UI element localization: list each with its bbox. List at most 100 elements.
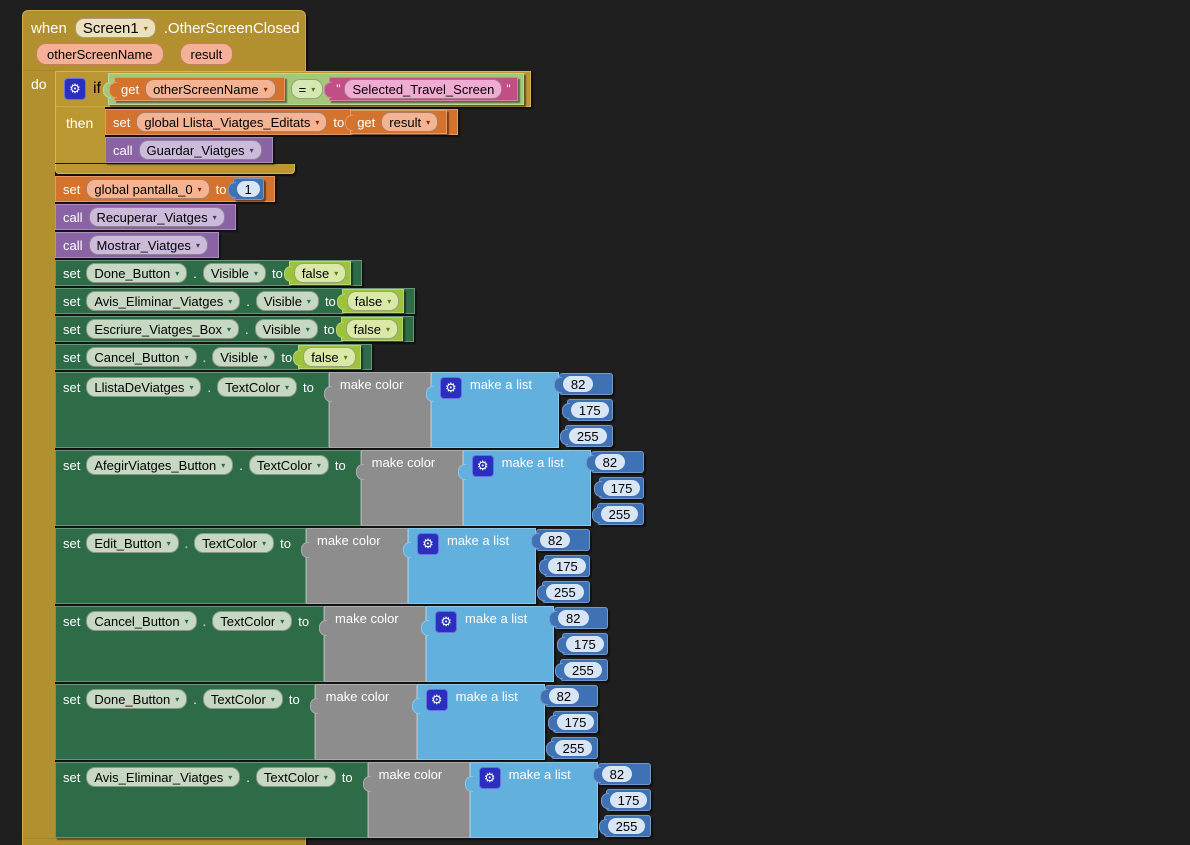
set-visible-block[interactable]: set Done_Button ▾ . Visible ▾ to false (55, 260, 363, 286)
false-block[interactable]: false ▾ (335, 317, 404, 341)
component-dropdown[interactable]: Cancel_Button ▾ (86, 347, 197, 367)
property-dropdown[interactable]: Visible ▾ (212, 347, 276, 367)
variable-dropdown[interactable]: global Llista_Viatges_Editats ▾ (136, 112, 328, 132)
set-global-llista-viatges-editats-block[interactable]: set global Llista_Viatges_Editats ▾ to g… (105, 109, 459, 135)
number-block[interactable]: 255 (545, 737, 599, 759)
make-color-block[interactable]: make color (300, 528, 408, 604)
number-block[interactable]: 175 (547, 711, 599, 733)
mutator-gear-icon[interactable]: ⚙ (478, 767, 501, 789)
get-variable-dropdown[interactable]: otherScreenName ▾ (145, 79, 276, 99)
number-block[interactable]: 255 (559, 425, 613, 447)
property-dropdown[interactable]: Visible ▾ (202, 263, 266, 283)
set-visible-block[interactable]: set Escriure_Viatges_Box ▾ . Visible ▾ t… (55, 316, 415, 342)
property-dropdown[interactable]: TextColor ▾ (202, 689, 283, 709)
component-dropdown[interactable]: Edit_Button ▾ (86, 533, 179, 553)
number-block[interactable]: 255 (598, 815, 652, 837)
make-a-list-block[interactable]: ⚙ make a list (411, 684, 545, 760)
property-dropdown[interactable]: Visible ▾ (254, 319, 318, 339)
when-block-header[interactable]: when Screen1 ▾ .OtherScreenClosed otherS… (22, 10, 306, 71)
variable-dropdown[interactable]: global pantalla_0 ▾ (86, 179, 210, 199)
set-textcolor-row[interactable]: set LlistaDeViatges ▾ . TextColor ▾ to (55, 372, 613, 448)
get-result-block[interactable]: get result ▾ (345, 110, 448, 134)
make-a-list-block[interactable]: ⚙ make a list (457, 450, 591, 526)
set-textcolor-block[interactable]: set Done_Button ▾ . TextColor ▾ to (55, 684, 315, 760)
property-dropdown[interactable]: Visible ▾ (255, 291, 319, 311)
equals-block[interactable]: get otherScreenName ▾ = ▾ (103, 73, 524, 105)
component-dropdown[interactable]: Escriure_Viatges_Box ▾ (86, 319, 240, 339)
number-block[interactable]: 175 (593, 477, 645, 499)
make-a-list-block[interactable]: ⚙ make a list (421, 606, 555, 682)
component-dropdown[interactable]: Done_Button ▾ (86, 263, 188, 283)
make-color-block[interactable]: make color (309, 684, 417, 760)
property-dropdown[interactable]: TextColor ▾ (212, 611, 293, 631)
boolean-dropdown[interactable]: false ▾ (346, 291, 400, 311)
make-a-list-block[interactable]: ⚙ make a list (425, 372, 559, 448)
make-a-list-block[interactable]: ⚙ make a list (464, 762, 598, 838)
mutator-gear-icon[interactable]: ⚙ (471, 455, 494, 477)
set-textcolor-row[interactable]: set AfegirViatges_Button ▾ . TextColor ▾… (55, 450, 645, 526)
event-param-otherscreenname[interactable]: otherScreenName (36, 43, 164, 65)
set-textcolor-block[interactable]: set LlistaDeViatges ▾ . TextColor ▾ to (55, 372, 329, 448)
component-dropdown[interactable]: Avis_Eliminar_Viatges ▾ (86, 291, 241, 311)
number-block[interactable]: 255 (555, 659, 608, 681)
string-block[interactable]: " Selected_Travel_Screen " (324, 77, 518, 101)
mutator-gear-icon[interactable]: ⚙ (425, 689, 448, 711)
false-block[interactable]: false ▾ (336, 289, 405, 313)
number-block[interactable]: 175 (539, 555, 590, 577)
mutator-gear-icon[interactable]: ⚙ (416, 533, 439, 555)
property-dropdown[interactable]: TextColor ▾ (248, 455, 329, 475)
event-component-dropdown[interactable]: Screen1 ▾ (74, 18, 156, 38)
number-block[interactable]: 255 (591, 503, 645, 525)
number-block[interactable]: 175 (600, 789, 652, 811)
call-recuperar-viatges-block[interactable]: call Recuperar_Viatges ▾ (55, 204, 236, 230)
component-dropdown[interactable]: Avis_Eliminar_Viatges ▾ (86, 767, 241, 787)
number-block[interactable]: 82 (553, 373, 613, 395)
set-textcolor-block[interactable]: set AfegirViatges_Button ▾ . TextColor ▾… (55, 450, 361, 526)
call-guardar-viatges-block[interactable]: call Guardar_Viatges ▾ (105, 137, 273, 163)
set-visible-block[interactable]: set Cancel_Button ▾ . Visible ▾ to false (55, 344, 372, 370)
mutator-gear-icon[interactable]: ⚙ (435, 611, 458, 633)
component-dropdown[interactable]: Cancel_Button ▾ (86, 611, 197, 631)
number-block[interactable]: 82 (585, 451, 645, 473)
number-value-field[interactable]: 1 (236, 181, 260, 197)
mutator-gear-icon[interactable]: ⚙ (439, 377, 462, 399)
procedure-dropdown[interactable]: Guardar_Viatges ▾ (138, 140, 262, 160)
property-dropdown[interactable]: TextColor ▾ (194, 533, 275, 553)
string-value-field[interactable]: Selected_Travel_Screen (344, 79, 503, 99)
set-textcolor-row[interactable]: set Done_Button ▾ . TextColor ▾ to (55, 684, 599, 760)
set-textcolor-row[interactable]: set Edit_Button ▾ . TextColor ▾ to (55, 528, 590, 604)
get-otherscreenname-block[interactable]: get otherScreenName ▾ (109, 77, 285, 101)
set-textcolor-block[interactable]: set Avis_Eliminar_Viatges ▾ . TextColor … (55, 762, 368, 838)
property-dropdown[interactable]: TextColor ▾ (217, 377, 298, 397)
make-color-block[interactable]: make color (355, 450, 463, 526)
number-block[interactable]: 82 (549, 607, 608, 629)
set-global-pantalla-block[interactable]: set global pantalla_0 ▾ to 1 (55, 176, 275, 202)
component-dropdown[interactable]: LlistaDeViatges ▾ (86, 377, 202, 397)
make-color-block[interactable]: make color (323, 372, 431, 448)
mutator-gear-icon[interactable]: ⚙ (64, 78, 86, 100)
set-textcolor-row[interactable]: set Avis_Eliminar_Viatges ▾ . TextColor … (55, 762, 652, 838)
set-textcolor-block[interactable]: set Edit_Button ▾ . TextColor ▾ to (55, 528, 306, 604)
number-block[interactable]: 82 (531, 529, 590, 551)
make-color-block[interactable]: make color (362, 762, 470, 838)
number-block[interactable]: 175 (557, 633, 608, 655)
make-color-block[interactable]: make color (319, 606, 427, 682)
set-textcolor-block[interactable]: set Cancel_Button ▾ . TextColor ▾ to (55, 606, 325, 682)
get-variable-dropdown[interactable]: result ▾ (381, 112, 439, 132)
make-a-list-block[interactable]: ⚙ make a list (402, 528, 536, 604)
boolean-dropdown[interactable]: false ▾ (303, 347, 356, 367)
call-mostrar-viatges-block[interactable]: call Mostrar_Viatges ▾ (55, 232, 219, 258)
if-block[interactable]: ⚙ if get otherScreenName ▾ (55, 71, 531, 174)
operator-dropdown[interactable]: = ▾ (290, 79, 324, 99)
boolean-dropdown[interactable]: false ▾ (345, 319, 399, 339)
boolean-dropdown[interactable]: false ▾ (293, 263, 347, 283)
when-event-block[interactable]: when Screen1 ▾ .OtherScreenClosed otherS… (22, 10, 652, 845)
procedure-dropdown[interactable]: Recuperar_Viatges ▾ (88, 207, 225, 227)
set-visible-block[interactable]: set Avis_Eliminar_Viatges ▾ . Visible ▾ … (55, 288, 416, 314)
number-block[interactable]: 82 (592, 763, 652, 785)
set-textcolor-row[interactable]: set Cancel_Button ▾ . TextColor ▾ to (55, 606, 608, 682)
procedure-dropdown[interactable]: Mostrar_Viatges ▾ (88, 235, 208, 255)
component-dropdown[interactable]: AfegirViatges_Button ▾ (86, 455, 234, 475)
number-block[interactable]: 82 (539, 685, 599, 707)
